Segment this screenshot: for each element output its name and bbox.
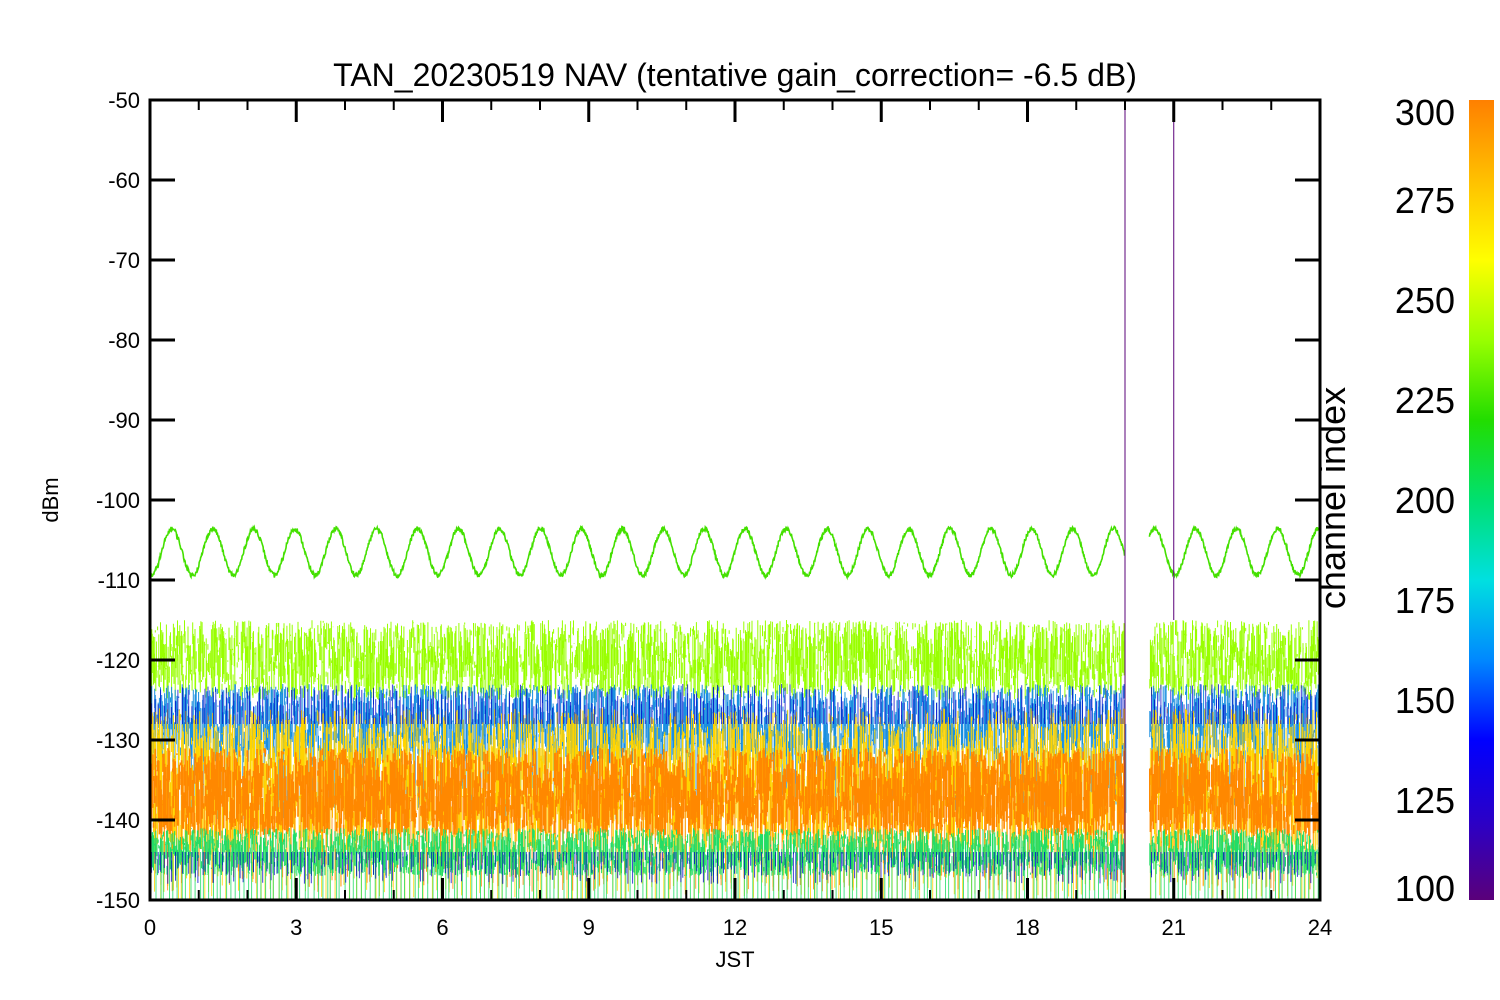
x-tick-label: 15 — [869, 915, 893, 940]
y-tick-label: -150 — [96, 888, 140, 913]
y-tick-label: -110 — [98, 568, 140, 593]
series-sinusoid — [150, 524, 1320, 581]
y-tick-label: -130 — [96, 728, 140, 753]
x-tick-label: 21 — [1162, 915, 1186, 940]
colorbar-ticks: 300 275 250 225 200 175 150 125 100 — [1395, 92, 1455, 909]
y-axis-label: dBm — [38, 477, 63, 522]
colorbar-tick-label: 250 — [1395, 280, 1455, 321]
x-tick-label: 0 — [144, 915, 156, 940]
y-tick-label: -120 — [96, 648, 140, 673]
colorbar-tick-label: 200 — [1395, 480, 1455, 521]
y-tick-label: -140 — [96, 808, 140, 833]
x-tick-label: 3 — [290, 915, 302, 940]
x-tick-label: 9 — [583, 915, 595, 940]
colorbar-tick-label: 300 — [1395, 92, 1455, 133]
series-layer — [150, 100, 1320, 900]
colorbar-tick-label: 175 — [1395, 580, 1455, 621]
y-tick-label: -50 — [108, 88, 140, 113]
chart-title: TAN_20230519 NAV (tentative gain_correct… — [333, 57, 1137, 93]
series-band-trace — [150, 748, 1320, 836]
colorbar-tick-label: 100 — [1395, 868, 1455, 909]
x-tick-label: 6 — [436, 915, 448, 940]
y-tick-label: -90 — [108, 408, 140, 433]
x-tick-label: 24 — [1308, 915, 1332, 940]
colorbar — [1469, 100, 1494, 900]
series-dark-spikes — [151, 684, 1320, 884]
colorbar-tick-label: 275 — [1395, 180, 1455, 221]
colorbar-label: channel index — [1312, 387, 1353, 609]
colorbar-tick-label: 225 — [1395, 380, 1455, 421]
series-dark-spike-trace — [151, 684, 1320, 884]
y-tick-label: -100 — [96, 488, 140, 513]
y-tick-label: -80 — [108, 328, 140, 353]
y-tick-label: -60 — [108, 168, 140, 193]
colorbar-tick-label: 150 — [1395, 680, 1455, 721]
x-tick-label: 18 — [1015, 915, 1039, 940]
series-band-1 — [150, 620, 1320, 700]
colorbar-tick-label: 125 — [1395, 780, 1455, 821]
x-tick-label: 12 — [723, 915, 747, 940]
axis-ticks: 0 3 6 9 12 15 18 21 24 -50 -60 -70 -80 -90 -100 -110 -12… — [96, 88, 1332, 940]
y-tick-label: -70 — [108, 248, 140, 273]
series-band-trace — [150, 620, 1320, 700]
x-axis-label: JST — [715, 947, 754, 972]
